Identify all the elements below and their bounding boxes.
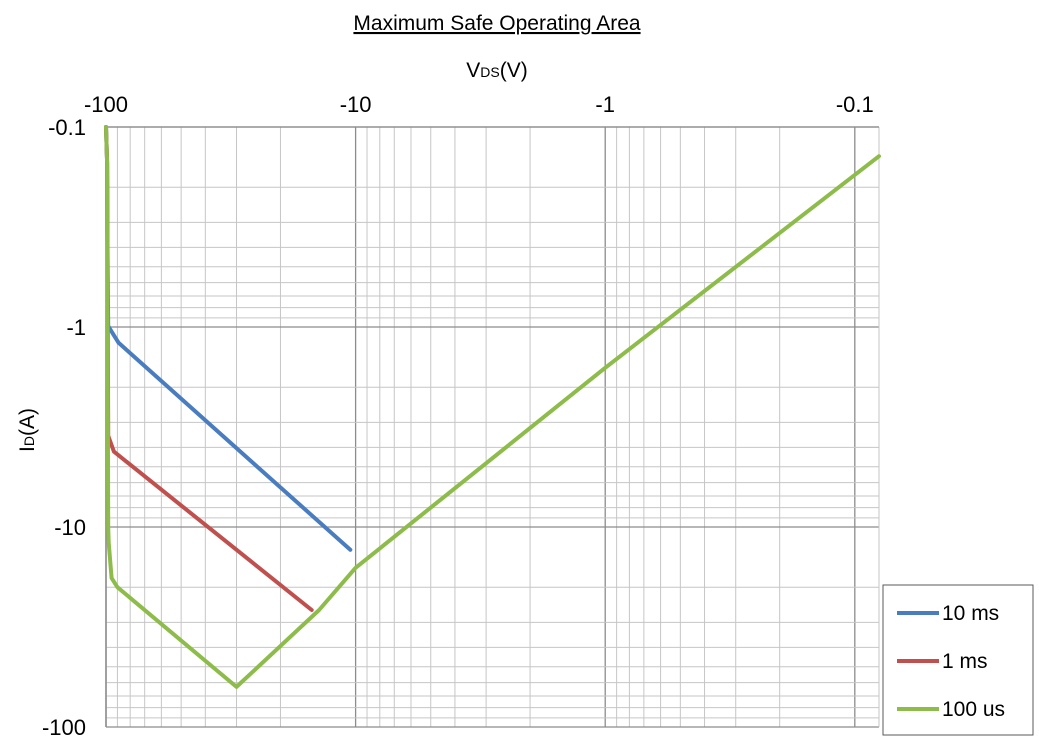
legend: 10 ms 1 ms 100 us	[882, 584, 1034, 736]
legend-label: 1 ms	[942, 650, 988, 673]
y-tick-label: -0.1	[48, 115, 86, 140]
chart-title: Maximum Safe Operating Area	[353, 12, 640, 35]
x-tick-label: -0.1	[836, 92, 874, 117]
tick-labels: -100 -10 -1 -0.1 -0.1 -1 -10 -100	[42, 92, 874, 740]
y-tick-label: -100	[42, 715, 86, 740]
y-axis-title: ID(A)	[16, 408, 39, 452]
y-tick-label: -10	[54, 515, 86, 540]
y-tick-label: -1	[66, 315, 86, 340]
legend-label: 100 us	[942, 698, 1005, 721]
x-tick-label: -10	[340, 92, 372, 117]
x-axis-title: VDS(V)	[466, 59, 527, 82]
x-tick-label: -1	[595, 92, 615, 117]
series-lines	[104, 125, 881, 689]
x-tick-label: -100	[84, 92, 128, 117]
grid	[105, 126, 880, 728]
legend-label: 10 ms	[942, 602, 999, 625]
series-line	[104, 125, 881, 689]
series-line	[104, 125, 353, 552]
